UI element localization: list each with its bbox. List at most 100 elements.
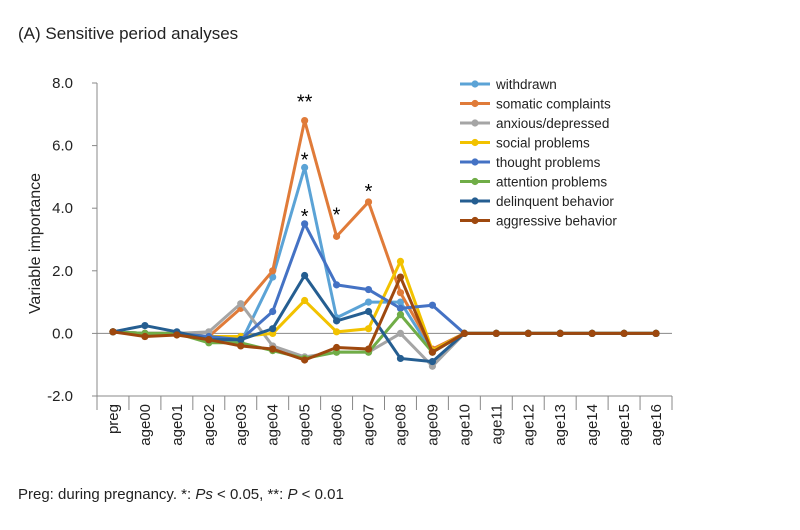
y-tick-label: 6.0 [52, 138, 73, 155]
data-point [332, 281, 341, 289]
x-tick-label: age03 [233, 404, 250, 446]
data-point [460, 329, 468, 337]
data-point [364, 307, 373, 316]
data-point [237, 300, 245, 308]
x-tick-label: age01 [169, 404, 186, 446]
data-point [269, 345, 277, 353]
legend-label: attention problems [496, 175, 607, 190]
data-point [428, 348, 437, 356]
series-line [112, 275, 657, 362]
series-line [112, 273, 657, 364]
footnote-text-1: Preg: during pregnancy. *: [18, 486, 196, 503]
data-point [364, 345, 373, 353]
data-point [556, 329, 564, 337]
x-tick-label: age00 [137, 404, 154, 446]
data-point [301, 116, 309, 125]
x-tick-label: age04 [265, 404, 282, 446]
data-point [301, 163, 309, 172]
data-point [332, 328, 341, 336]
y-tick-label: 2.0 [52, 263, 73, 280]
legend-swatch-marker [471, 138, 479, 147]
data-point [237, 336, 245, 344]
legend-label: aggressive behavior [496, 214, 617, 229]
legend-label: delinquent behavior [496, 194, 614, 209]
x-tick-label: age12 [520, 404, 537, 446]
data-point [396, 311, 405, 319]
y-tick-label: 4.0 [52, 200, 73, 217]
x-tick-label: age09 [424, 404, 441, 446]
legend-swatch-marker [471, 216, 479, 225]
data-point [364, 325, 373, 333]
x-tick-label: age07 [361, 404, 378, 446]
data-point [396, 257, 405, 266]
footnote-text-4: P [287, 486, 298, 503]
x-tick-label: age13 [552, 404, 569, 446]
data-point [332, 232, 341, 240]
chart-footnote: Preg: during pregnancy. *: Ps < 0.05, **… [18, 486, 344, 503]
x-tick-label: age08 [392, 404, 409, 446]
data-point [492, 329, 500, 337]
significance-marker: ** [297, 92, 313, 114]
legend-swatch-marker [471, 197, 479, 205]
data-point [332, 343, 341, 352]
data-point [269, 307, 277, 316]
data-point [524, 329, 532, 337]
y-tick-label: 0.0 [52, 325, 73, 342]
x-tick-label: age05 [297, 404, 314, 446]
data-point [396, 329, 405, 337]
data-point [396, 273, 405, 281]
data-point [269, 273, 277, 281]
data-point [173, 331, 181, 339]
legend-swatch-marker [471, 119, 479, 127]
x-tick-label: age16 [648, 404, 665, 446]
data-point [269, 267, 277, 275]
legend-swatch-marker [471, 80, 479, 88]
legend-label: somatic complaints [496, 97, 611, 112]
legend-swatch-marker [471, 177, 479, 186]
footnote-text-2: Ps [195, 486, 213, 503]
data-point [364, 285, 373, 294]
significance-marker: * [301, 150, 309, 172]
line-chart: -2.0 0.0 2.0 4.0 6.0 8.0 preg age00 age01 age02 ag… [27, 75, 673, 446]
x-tick-label: age02 [201, 404, 218, 446]
legend-swatch-marker [471, 158, 479, 166]
x-tick-label: preg [105, 404, 122, 434]
x-tick-label: age14 [584, 404, 601, 446]
data-point [141, 321, 149, 330]
data-point [301, 271, 309, 280]
data-point [396, 298, 405, 306]
footnote-text-3: < 0.05, **: [212, 486, 288, 503]
data-point [396, 304, 405, 312]
legend-swatch-marker [471, 99, 479, 108]
significance-marker: * [333, 204, 341, 226]
legend-label: social problems [496, 136, 590, 151]
data-point [237, 342, 245, 350]
significance-marker: * [301, 206, 309, 228]
data-point [269, 325, 277, 333]
chart-title: (A) Sensitive period analyses [18, 24, 239, 43]
data-point [301, 220, 309, 228]
data-point [428, 301, 437, 309]
y-tick-label: -2.0 [47, 388, 73, 405]
data-point [396, 289, 405, 297]
data-point [428, 357, 437, 366]
data-point [141, 332, 149, 341]
data-point [205, 336, 213, 344]
y-axis-label: Variable importance [27, 173, 44, 314]
x-tick-label: age10 [456, 404, 473, 446]
legend-label: withdrawn [495, 77, 557, 92]
legend-label: anxious/depressed [496, 116, 609, 131]
y-tick-label: 8.0 [52, 75, 73, 92]
data-point [364, 298, 373, 306]
series-line [112, 222, 657, 342]
data-point [301, 296, 309, 305]
data-point [620, 329, 628, 337]
x-tick-label: age11 [488, 404, 505, 445]
significance-marker: * [365, 181, 373, 203]
legend-label: thought problems [496, 155, 601, 170]
data-point [652, 329, 660, 337]
data-point [109, 328, 117, 336]
footnote-text-5: < 0.01 [297, 486, 344, 503]
data-point [301, 356, 309, 364]
data-point [332, 317, 341, 325]
